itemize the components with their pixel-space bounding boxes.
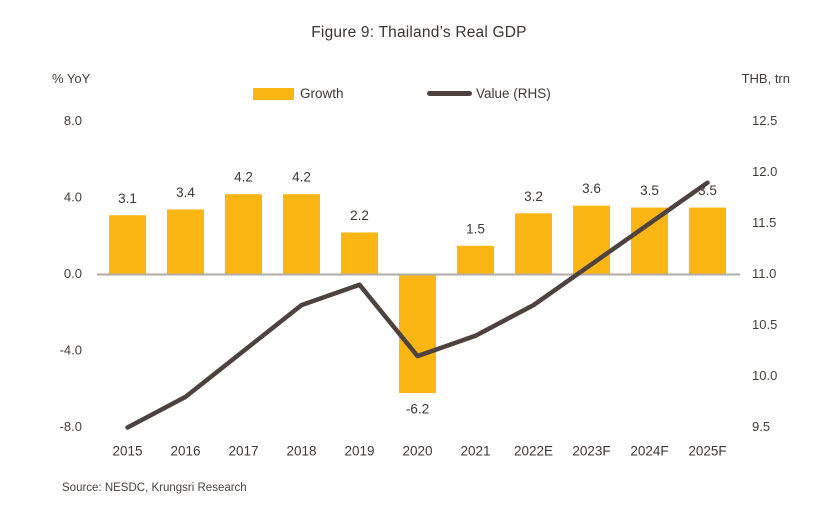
growth-bar xyxy=(631,207,668,275)
bar-value-label: 3.5 xyxy=(640,183,659,198)
bar-value-label: 4.2 xyxy=(292,170,311,185)
left-axis-unit-label: % YoY xyxy=(52,71,91,86)
growth-bar xyxy=(689,207,726,275)
legend-item-growth: Growth xyxy=(253,86,344,101)
x-axis-category-label: 2017 xyxy=(228,444,258,459)
x-axis-category-label: 2016 xyxy=(170,444,200,459)
x-axis-category-label: 2018 xyxy=(286,444,316,459)
right-axis-tick-label: 12.5 xyxy=(752,113,777,128)
growth-bar xyxy=(457,245,494,275)
x-axis-category-label: 2023F xyxy=(572,444,610,459)
growth-bar xyxy=(109,215,146,275)
right-axis-tick-label: 10.0 xyxy=(752,368,777,383)
growth-bar xyxy=(515,213,552,275)
gdp-value-line xyxy=(125,180,710,430)
legend-label-value: Value (RHS) xyxy=(476,86,551,101)
x-axis-category-label: 2015 xyxy=(112,444,142,459)
growth-bar xyxy=(225,194,262,275)
left-axis-tick-label: 0.0 xyxy=(64,266,82,281)
left-axis-tick-label: -8.0 xyxy=(60,419,82,434)
x-axis-category-label: 2021 xyxy=(460,444,490,459)
right-axis-tick-label: 12.0 xyxy=(752,164,777,179)
right-axis-tick-label: 9.5 xyxy=(752,419,770,434)
growth-bar xyxy=(167,209,204,275)
right-axis-tick-label: 11.0 xyxy=(752,266,776,281)
value-line-swatch-icon xyxy=(427,91,472,96)
chart-title: Figure 9: Thailand’s Real GDP xyxy=(311,24,527,41)
legend-label-growth: Growth xyxy=(300,86,344,101)
x-axis-category-label: 2020 xyxy=(402,444,432,459)
left-axis-tick-label: 8.0 xyxy=(64,113,82,128)
x-axis-category-label: 2025F xyxy=(688,444,726,459)
left-axis-tick-label: -4.0 xyxy=(60,342,82,357)
legend: Growth Value (RHS) xyxy=(0,82,838,102)
bar-value-label: 3.1 xyxy=(118,191,137,206)
source-note: Source: NESDC, Krungsri Research xyxy=(62,482,247,494)
x-axis-category-label: 2019 xyxy=(344,444,374,459)
left-axis-tick-label: 4.0 xyxy=(64,189,82,204)
growth-bar xyxy=(341,232,378,275)
bar-value-label: 1.5 xyxy=(466,221,485,236)
bar-value-label: 3.2 xyxy=(524,189,543,204)
bar-value-label: 3.6 xyxy=(582,181,601,196)
legend-item-value: Value (RHS) xyxy=(427,86,551,101)
right-axis-tick-label: 10.5 xyxy=(752,317,777,332)
bar-value-label: 2.2 xyxy=(350,208,369,223)
bar-value-label: 3.4 xyxy=(176,185,195,200)
bar-value-label: 3.5 xyxy=(698,183,717,198)
bar-value-label: -6.2 xyxy=(406,402,429,417)
x-axis-category-label: 2022E xyxy=(514,444,553,459)
growth-bar-swatch-icon xyxy=(253,87,294,100)
right-axis-unit-label: THB, trn xyxy=(741,71,790,86)
growth-bar xyxy=(399,274,436,394)
bar-value-label: 4.2 xyxy=(234,170,253,185)
growth-bar xyxy=(283,194,320,275)
x-axis-category-label: 2024F xyxy=(630,444,668,459)
right-axis-tick-label: 11.5 xyxy=(752,215,776,230)
